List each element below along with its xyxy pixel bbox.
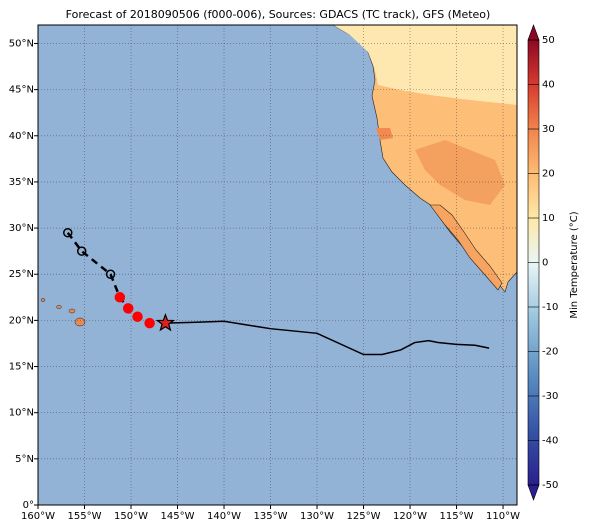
y-tick-label: 20°N — [9, 315, 34, 326]
x-tick-label: 130°W — [300, 511, 334, 522]
x-tick-label: 140°W — [207, 511, 241, 522]
colorbar-tick-label: -10 — [542, 302, 558, 313]
x-tick-label: 160°W — [21, 511, 55, 522]
colorbar-tick-label: 40 — [542, 80, 555, 91]
colorbar-tick-label: 20 — [542, 169, 555, 180]
x-tick-label: 155°W — [68, 511, 102, 522]
y-tick-label: 45°N — [9, 85, 34, 96]
colorbar-label: Min Temperature (°C) — [569, 211, 580, 318]
x-tick-label: 135°W — [254, 511, 288, 522]
x-tick-label: 115°W — [440, 511, 474, 522]
depression-marker — [105, 269, 116, 279]
storm-marker — [132, 311, 143, 322]
current-position-star — [155, 312, 176, 332]
map-frame — [37, 24, 518, 506]
y-tick-label: 30°N — [9, 223, 34, 234]
x-tick-label: 150°W — [114, 511, 148, 522]
colorbar-tick-label: -50 — [542, 480, 558, 491]
x-tick-label: 110°W — [486, 511, 520, 522]
x-tick-label: 120°W — [393, 511, 427, 522]
title: Forecast of 2018090506 (f000-006), Sourc… — [66, 8, 491, 21]
storm-marker — [144, 317, 155, 329]
y-tick-label: 15°N — [9, 362, 34, 373]
y-tick-label: 10°N — [9, 408, 34, 419]
colorbar-tick-label: 10 — [542, 213, 555, 224]
y-tick-label: 25°N — [9, 269, 34, 280]
y-tick-label: 40°N — [9, 131, 34, 142]
colorbar-tick-label: -20 — [542, 347, 558, 358]
y-tick-label: 50°N — [9, 38, 34, 49]
y-tick-label: 5°N — [15, 454, 34, 465]
track — [63, 227, 490, 356]
y-tick-label: 0° — [23, 500, 34, 511]
y-tick-label: 35°N — [9, 177, 34, 188]
depression-marker — [63, 227, 73, 238]
x-tick-label: 145°W — [161, 511, 195, 522]
colorbar-max-arrow — [527, 24, 540, 41]
x-tick-label: 125°W — [347, 511, 381, 522]
storm-marker — [122, 303, 134, 314]
depression-marker — [76, 246, 87, 256]
colorbar-min-arrow — [527, 484, 540, 501]
forecast-track-line — [165, 320, 490, 356]
colorbar-tick-label: 50 — [542, 35, 555, 46]
colorbar-tick-label: -40 — [542, 436, 558, 447]
colorbar-tick-label: 30 — [542, 124, 555, 135]
colorbar-tick-label: -30 — [542, 391, 558, 402]
colorbar-tick-label: 0 — [542, 258, 548, 269]
storm-marker — [114, 292, 126, 303]
land — [40, 25, 517, 327]
